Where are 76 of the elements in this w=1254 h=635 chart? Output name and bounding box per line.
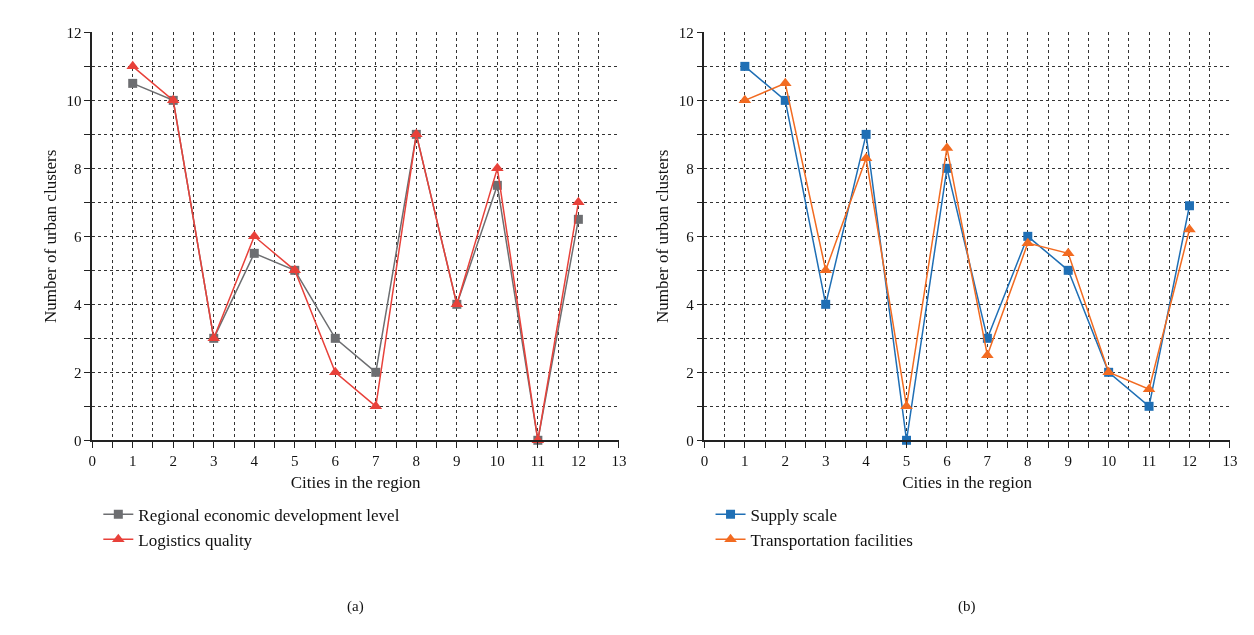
y-tick-label: 0 <box>686 432 694 449</box>
x-tick-label: 2 <box>169 453 177 470</box>
point <box>128 78 138 88</box>
x-tick-label: 2 <box>781 453 790 470</box>
x-tick-label: 9 <box>1064 453 1072 470</box>
x-axis-title: Cities in the region <box>902 472 1033 492</box>
y-tick-label: 10 <box>66 92 82 109</box>
y-tick-label: 6 <box>686 228 695 245</box>
x-tick-label: 0 <box>700 453 709 470</box>
x-tick-label: 7 <box>372 453 381 470</box>
legend-label: Supply scale <box>750 505 837 525</box>
text: (b) <box>958 598 976 615</box>
x-tick-label: 6 <box>943 453 952 470</box>
y-tick-label: 8 <box>686 160 694 177</box>
point <box>1023 231 1033 241</box>
y-tick-label: 10 <box>678 92 694 109</box>
point <box>1061 247 1075 257</box>
legend-label: Regional economic development level <box>138 505 400 525</box>
point <box>981 349 994 359</box>
x-tick-label: 1 <box>741 453 749 470</box>
x-tick-label: 3 <box>210 453 218 470</box>
point <box>778 77 792 87</box>
point <box>740 61 750 71</box>
x-tick-label: 5 <box>902 453 911 470</box>
legend-label: Logistics quality <box>138 530 253 550</box>
y-axis-title: Number of urban clusters <box>40 149 60 323</box>
x-tick-label: 4 <box>862 453 871 470</box>
x-tick-label: 6 <box>331 453 340 470</box>
point <box>369 400 383 410</box>
y-tick-label: 12 <box>678 24 694 41</box>
x-tick-label: 9 <box>453 453 461 470</box>
x-tick-label: 8 <box>1024 453 1032 470</box>
y-tick-label: 4 <box>686 296 695 313</box>
point <box>1063 265 1073 275</box>
point <box>1142 383 1156 393</box>
y-tick-label: 12 <box>66 24 82 41</box>
x-tick-label: 0 <box>88 453 96 470</box>
point <box>821 299 831 309</box>
y-tick-label: 8 <box>73 160 82 177</box>
x-tick-label: 13 <box>1222 453 1238 470</box>
x-tick-label: 11 <box>530 453 546 470</box>
point <box>491 162 504 172</box>
x-tick-label: 10 <box>1101 453 1117 470</box>
x-tick-label: 5 <box>291 453 299 470</box>
point <box>328 366 342 376</box>
x-tick-label: 4 <box>250 453 259 470</box>
y-axis-title: Number of urban clusters <box>652 149 672 323</box>
y-tick-label: 0 <box>73 432 82 449</box>
text: (a) <box>347 598 364 615</box>
legend-label: Transportation facilities <box>750 530 913 550</box>
point <box>249 248 259 258</box>
point <box>1184 201 1194 211</box>
x-axis-title: Cities in the region <box>290 472 421 492</box>
x-tick-label: 8 <box>412 453 421 470</box>
x-tick-label: 7 <box>983 453 992 470</box>
x-tick-label: 1 <box>128 453 137 470</box>
x-tick-label: 10 <box>489 453 505 470</box>
y-tick-label: 2 <box>73 364 82 381</box>
x-tick-label: 13 <box>611 453 627 470</box>
x-tick-label: 12 <box>1181 453 1197 470</box>
point <box>1144 401 1154 411</box>
point <box>247 230 261 240</box>
point <box>572 196 585 206</box>
y-tick-label: 2 <box>686 364 694 381</box>
x-tick-label: 11 <box>1141 453 1157 470</box>
y-tick-label: 4 <box>73 296 82 313</box>
point <box>819 264 833 274</box>
y-tick-label: 6 <box>73 228 82 245</box>
point <box>126 60 140 70</box>
point <box>900 400 913 410</box>
point <box>330 333 340 343</box>
point <box>371 367 381 377</box>
point <box>738 94 752 104</box>
x-tick-label: 3 <box>821 453 830 470</box>
point <box>861 129 871 139</box>
x-tick-label: 12 <box>570 453 586 470</box>
